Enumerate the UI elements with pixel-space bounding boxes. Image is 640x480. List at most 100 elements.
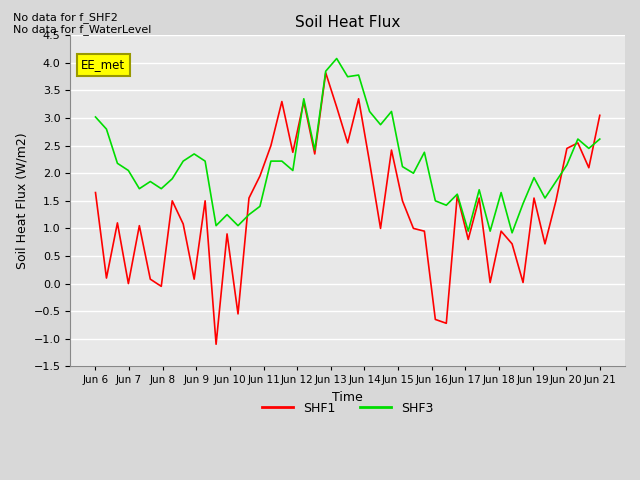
SHF1 [431,316,439,322]
SHF3 [585,145,593,151]
SHF3 [453,192,461,197]
SHF1 [574,140,582,146]
SHF1 [508,241,516,247]
SHF1 [147,276,154,282]
SHF3 [311,147,319,153]
SHF3 [530,175,538,180]
SHF3 [465,228,472,234]
SHF1 [465,237,472,242]
SHF1 [442,321,450,326]
SHF3 [157,186,165,192]
SHF1 [92,190,99,195]
SHF1 [300,99,308,105]
SHF1 [530,195,538,201]
SHF1 [113,220,121,226]
SHF1 [355,96,362,102]
SHF3 [256,204,264,209]
SHF3 [92,114,99,120]
SHF1 [585,165,593,170]
SHF3 [420,149,428,155]
Title: Soil Heat Flux: Soil Heat Flux [295,15,401,30]
SHF3 [179,158,187,164]
SHF1 [497,228,505,234]
SHF1 [410,226,417,231]
SHF1 [267,143,275,148]
SHF3 [377,122,385,128]
SHF1 [476,195,483,201]
SHF1 [311,151,319,157]
SHF3 [365,108,373,114]
SHF1 [563,145,571,151]
SHF3 [541,195,549,201]
SHF3 [267,158,275,164]
SHF1 [541,241,549,247]
SHF1 [256,173,264,179]
Text: No data for f_SHF2
No data for f_WaterLevel: No data for f_SHF2 No data for f_WaterLe… [13,12,151,36]
SHF3 [212,223,220,228]
SHF1 [278,99,285,105]
SHF3 [289,168,297,173]
SHF1 [102,275,110,281]
SHF3 [300,96,308,102]
SHF3 [431,198,439,204]
SHF1 [388,147,396,153]
SHF3 [388,108,396,114]
SHF3 [497,190,505,195]
SHF3 [234,223,242,228]
Y-axis label: Soil Heat Flux (W/m2): Soil Heat Flux (W/m2) [15,132,28,269]
SHF3 [190,151,198,157]
SHF1 [223,231,231,237]
Line: SHF3: SHF3 [95,59,600,233]
SHF1 [399,198,406,204]
SHF3 [442,203,450,208]
SHF1 [245,195,253,201]
SHF1 [420,228,428,234]
SHF1 [519,279,527,285]
SHF1 [136,223,143,228]
SHF3 [476,187,483,192]
Legend: SHF1, SHF3: SHF1, SHF3 [257,396,439,420]
SHF1 [344,140,351,146]
SHF3 [344,74,351,80]
SHF3 [519,201,527,206]
SHF3 [508,230,516,236]
SHF3 [322,68,330,74]
SHF3 [552,179,560,184]
Text: EE_met: EE_met [81,59,125,72]
SHF3 [355,72,362,78]
SHF1 [168,198,176,204]
SHF1 [125,281,132,287]
SHF3 [333,56,340,61]
SHF3 [102,126,110,132]
SHF3 [486,228,494,234]
SHF1 [552,198,560,204]
SHF3 [563,162,571,168]
SHF3 [596,136,604,142]
SHF1 [202,198,209,204]
SHF3 [125,168,132,173]
SHF1 [596,112,604,118]
SHF3 [113,160,121,166]
SHF3 [278,158,285,164]
SHF3 [223,212,231,217]
SHF3 [202,158,209,164]
X-axis label: Time: Time [332,391,363,404]
SHF3 [399,164,406,169]
SHF1 [190,276,198,282]
SHF1 [212,341,220,347]
SHF3 [574,136,582,142]
SHF1 [322,70,330,76]
SHF3 [147,179,154,184]
SHF1 [365,159,373,165]
SHF1 [377,226,385,231]
SHF1 [453,192,461,198]
SHF3 [245,212,253,217]
SHF1 [289,149,297,155]
SHF3 [168,176,176,181]
SHF1 [486,279,494,285]
SHF1 [179,221,187,227]
Line: SHF1: SHF1 [95,73,600,344]
SHF3 [410,170,417,176]
SHF1 [333,104,340,110]
SHF3 [136,186,143,192]
